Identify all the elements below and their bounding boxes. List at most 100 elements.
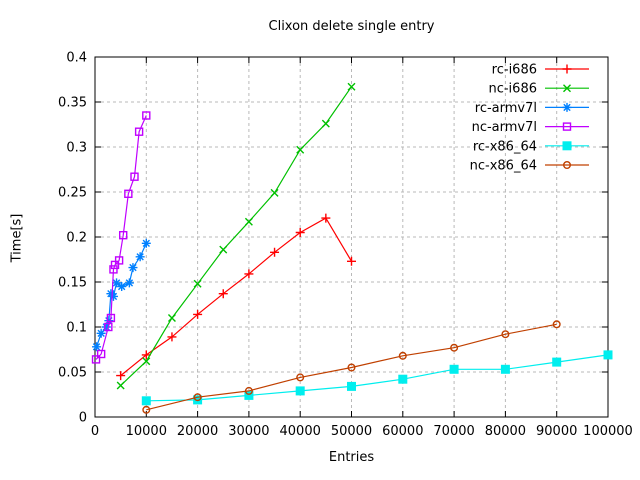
- series-marker-open-circle: [347, 363, 356, 372]
- series-marker-filled-square: [603, 350, 613, 360]
- plot-border: [94, 56, 609, 418]
- series-marker-asterisk: [92, 342, 102, 352]
- series-marker-open-square: [104, 322, 113, 332]
- legend-label: nc-i686: [488, 82, 537, 97]
- x-axis-label: Entries: [328, 450, 375, 465]
- legend-label: nc-armv7l: [472, 120, 537, 135]
- y-tick-label: 0.25: [58, 186, 87, 201]
- series-marker-cross: [563, 84, 571, 93]
- chart-title: Clixon delete single entry: [268, 19, 435, 34]
- series-marker-open-square: [106, 313, 116, 323]
- x-tick-label: 50000: [331, 424, 372, 439]
- series-marker-cross: [116, 381, 125, 390]
- series-marker-plus: [116, 371, 126, 381]
- series-line: [146, 323, 557, 411]
- series-marker-plus: [167, 332, 177, 342]
- legend-label: rc-x86_64: [473, 139, 537, 154]
- series-marker-open-circle: [450, 343, 459, 352]
- series-marker-cross: [142, 357, 151, 366]
- series-rc-armv7l: [92, 238, 151, 352]
- series-marker-open-square: [134, 127, 144, 136]
- series-marker-asterisk: [101, 322, 111, 332]
- x-tick-label: 30000: [228, 424, 269, 439]
- series-marker-open-circle: [244, 386, 253, 395]
- series-rc-i686: [116, 213, 356, 381]
- y-tick-label: 0.35: [58, 96, 87, 111]
- x-tick-label: 100000: [583, 424, 633, 439]
- series-marker-plus: [270, 247, 280, 257]
- series-marker-asterisk: [135, 252, 145, 262]
- legend-entry-rc-armv7l: rc-armv7l: [475, 101, 589, 116]
- series-marker-asterisk: [96, 328, 106, 338]
- y-tick-label: 0: [79, 411, 87, 426]
- series-marker-filled-square: [141, 396, 151, 406]
- series-marker-plus: [321, 213, 331, 223]
- series-nc-i686: [116, 82, 356, 390]
- series-marker-asterisk: [108, 291, 118, 301]
- series-nc-x86_64: [142, 320, 561, 414]
- series-marker-open-circle: [563, 160, 572, 169]
- series-marker-filled-square: [562, 141, 572, 151]
- series-marker-open-square: [562, 122, 572, 131]
- y-tick-label: 0.15: [58, 276, 87, 291]
- series-marker-asterisk: [104, 316, 114, 326]
- series-marker-cross: [219, 245, 228, 254]
- series-marker-cross: [347, 82, 356, 91]
- legend-entry-nc-armv7l: nc-armv7l: [472, 120, 589, 135]
- legend-label: rc-armv7l: [475, 101, 537, 116]
- series-marker-plus: [562, 64, 572, 74]
- y-tick-label: 0.1: [66, 321, 87, 336]
- legend-entry-nc-x86_64: nc-x86_64: [470, 159, 589, 174]
- series-marker-open-square: [109, 265, 118, 274]
- legend-label: nc-x86_64: [470, 159, 537, 174]
- series-line: [120, 217, 353, 377]
- series-marker-open-square: [130, 172, 139, 181]
- series-marker-filled-square: [500, 364, 510, 374]
- x-tick-label: 70000: [433, 424, 474, 439]
- series-marker-open-square: [96, 349, 106, 359]
- x-tick-label: 60000: [382, 424, 423, 439]
- tick-labels: 0 10000 20000 30000 40000 50000 60000 70000 8000…: [58, 51, 633, 440]
- series-marker-asterisk: [112, 278, 122, 288]
- series-marker-asterisk: [128, 263, 138, 273]
- y-tick-label: 0.3: [66, 141, 87, 156]
- legend-entry-rc-i686: rc-i686: [492, 63, 589, 78]
- series-marker-open-square: [91, 355, 101, 364]
- series-marker-open-circle: [552, 320, 561, 329]
- series-marker-filled-square: [449, 364, 459, 374]
- x-tick-label: 80000: [485, 424, 526, 439]
- series-marker-asterisk: [124, 278, 134, 288]
- series-marker-plus: [295, 228, 305, 237]
- series-marker-filled-square: [244, 390, 254, 400]
- series-marker-plus: [347, 256, 356, 266]
- series-marker-filled-square: [552, 357, 562, 367]
- series-marker-plus: [218, 289, 228, 299]
- series-marker-filled-square: [347, 381, 356, 391]
- series-marker-cross: [270, 188, 279, 197]
- series-nc-armv7l: [91, 111, 151, 364]
- x-tick-label: 40000: [280, 424, 321, 439]
- y-axis-label: Time[s]: [9, 213, 25, 263]
- series-line: [120, 86, 352, 386]
- x-tick-label: 20000: [177, 424, 218, 439]
- legend: rc-i686 nc-i686 rc-armv7l nc-armv7l rc-x86_6…: [470, 63, 589, 174]
- series-rc-x86_64: [141, 350, 613, 406]
- series-marker-cross: [244, 217, 253, 226]
- series-marker-filled-square: [398, 374, 408, 384]
- series-marker-cross: [321, 119, 330, 128]
- x-tick-label: 90000: [536, 424, 577, 439]
- series-marker-open-circle: [501, 330, 510, 339]
- series-marker-open-square: [124, 189, 133, 199]
- series-line: [95, 115, 147, 360]
- y-tick-label: 0.4: [66, 51, 87, 66]
- series-marker-filled-square: [295, 386, 305, 396]
- series-marker-open-circle: [296, 373, 305, 382]
- y-tick-label: 0.2: [66, 231, 87, 246]
- series-marker-cross: [167, 314, 176, 322]
- y-tick-label: 0.05: [58, 366, 87, 381]
- legend-entry-nc-i686: nc-i686: [488, 82, 589, 97]
- series-marker-open-circle: [142, 405, 151, 414]
- series-marker-plus: [244, 269, 254, 279]
